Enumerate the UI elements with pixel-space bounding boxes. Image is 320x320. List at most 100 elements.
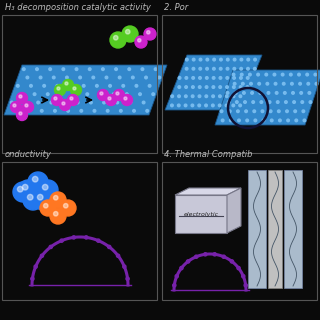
Circle shape — [252, 101, 254, 103]
Circle shape — [30, 84, 32, 87]
Circle shape — [17, 109, 28, 121]
Circle shape — [238, 119, 240, 122]
Circle shape — [205, 76, 208, 79]
Circle shape — [112, 93, 115, 95]
Circle shape — [185, 76, 188, 79]
Bar — [2, 15, 157, 153]
Circle shape — [125, 29, 130, 34]
Bar — [162, 162, 317, 300]
Circle shape — [106, 109, 109, 112]
Circle shape — [122, 26, 138, 42]
Circle shape — [62, 68, 65, 70]
Text: 4. Thermal Compatib: 4. Thermal Compatib — [164, 150, 252, 159]
Circle shape — [226, 95, 228, 98]
Circle shape — [108, 245, 111, 249]
Circle shape — [43, 84, 45, 87]
Circle shape — [242, 83, 244, 85]
Circle shape — [206, 68, 208, 70]
Circle shape — [250, 83, 252, 85]
Circle shape — [307, 83, 309, 85]
Text: H₃ decomposition catalytic activity: H₃ decomposition catalytic activity — [5, 3, 151, 12]
Circle shape — [205, 104, 207, 107]
Circle shape — [14, 109, 17, 112]
Circle shape — [27, 109, 30, 112]
Circle shape — [258, 83, 260, 85]
Circle shape — [70, 97, 73, 100]
Circle shape — [192, 86, 194, 88]
Bar — [268, 170, 282, 288]
Circle shape — [152, 93, 155, 95]
Circle shape — [106, 94, 116, 106]
Circle shape — [283, 83, 285, 85]
Circle shape — [34, 265, 37, 268]
Circle shape — [173, 284, 176, 287]
Circle shape — [249, 73, 251, 76]
Circle shape — [90, 101, 92, 104]
Circle shape — [308, 92, 311, 94]
Circle shape — [17, 186, 23, 192]
Circle shape — [206, 58, 209, 61]
Circle shape — [277, 110, 280, 113]
Circle shape — [43, 184, 48, 190]
Circle shape — [105, 76, 108, 79]
Circle shape — [53, 196, 58, 200]
Circle shape — [69, 84, 72, 87]
Circle shape — [114, 90, 124, 100]
Circle shape — [109, 84, 111, 87]
Circle shape — [53, 212, 58, 216]
Circle shape — [88, 68, 91, 70]
Circle shape — [17, 84, 19, 87]
Circle shape — [195, 255, 198, 258]
Circle shape — [38, 180, 58, 200]
Circle shape — [295, 119, 298, 122]
Circle shape — [235, 92, 237, 94]
Circle shape — [11, 101, 21, 113]
Circle shape — [126, 277, 129, 280]
Circle shape — [46, 93, 49, 95]
Circle shape — [57, 87, 60, 90]
Circle shape — [276, 101, 279, 103]
Polygon shape — [227, 188, 241, 233]
Circle shape — [226, 76, 228, 79]
Circle shape — [23, 190, 43, 210]
Circle shape — [124, 97, 127, 100]
Circle shape — [239, 104, 241, 107]
Circle shape — [257, 73, 260, 76]
Circle shape — [122, 84, 124, 87]
Circle shape — [219, 95, 221, 98]
Circle shape — [49, 68, 52, 70]
Circle shape — [298, 73, 300, 76]
Circle shape — [233, 83, 236, 85]
Circle shape — [213, 58, 215, 61]
Circle shape — [129, 101, 132, 104]
Circle shape — [67, 109, 69, 112]
Circle shape — [33, 93, 36, 95]
Circle shape — [154, 68, 157, 70]
Circle shape — [226, 92, 229, 94]
Circle shape — [293, 101, 295, 103]
Circle shape — [192, 58, 195, 61]
Circle shape — [13, 182, 33, 202]
Circle shape — [292, 92, 294, 94]
Circle shape — [85, 236, 88, 239]
Bar — [284, 170, 302, 288]
Circle shape — [187, 260, 190, 263]
Circle shape — [269, 110, 272, 113]
Circle shape — [133, 109, 135, 112]
Circle shape — [40, 200, 56, 216]
Circle shape — [212, 95, 214, 98]
Circle shape — [309, 101, 312, 103]
Circle shape — [191, 104, 194, 107]
Circle shape — [96, 84, 98, 87]
Circle shape — [52, 94, 62, 106]
Circle shape — [116, 254, 120, 257]
Circle shape — [40, 254, 44, 257]
Circle shape — [198, 86, 201, 88]
Circle shape — [199, 76, 201, 79]
Circle shape — [299, 83, 301, 85]
Circle shape — [56, 84, 59, 87]
Circle shape — [246, 119, 249, 122]
Text: 2. Por: 2. Por — [164, 3, 188, 12]
Circle shape — [83, 84, 85, 87]
Circle shape — [20, 93, 23, 95]
